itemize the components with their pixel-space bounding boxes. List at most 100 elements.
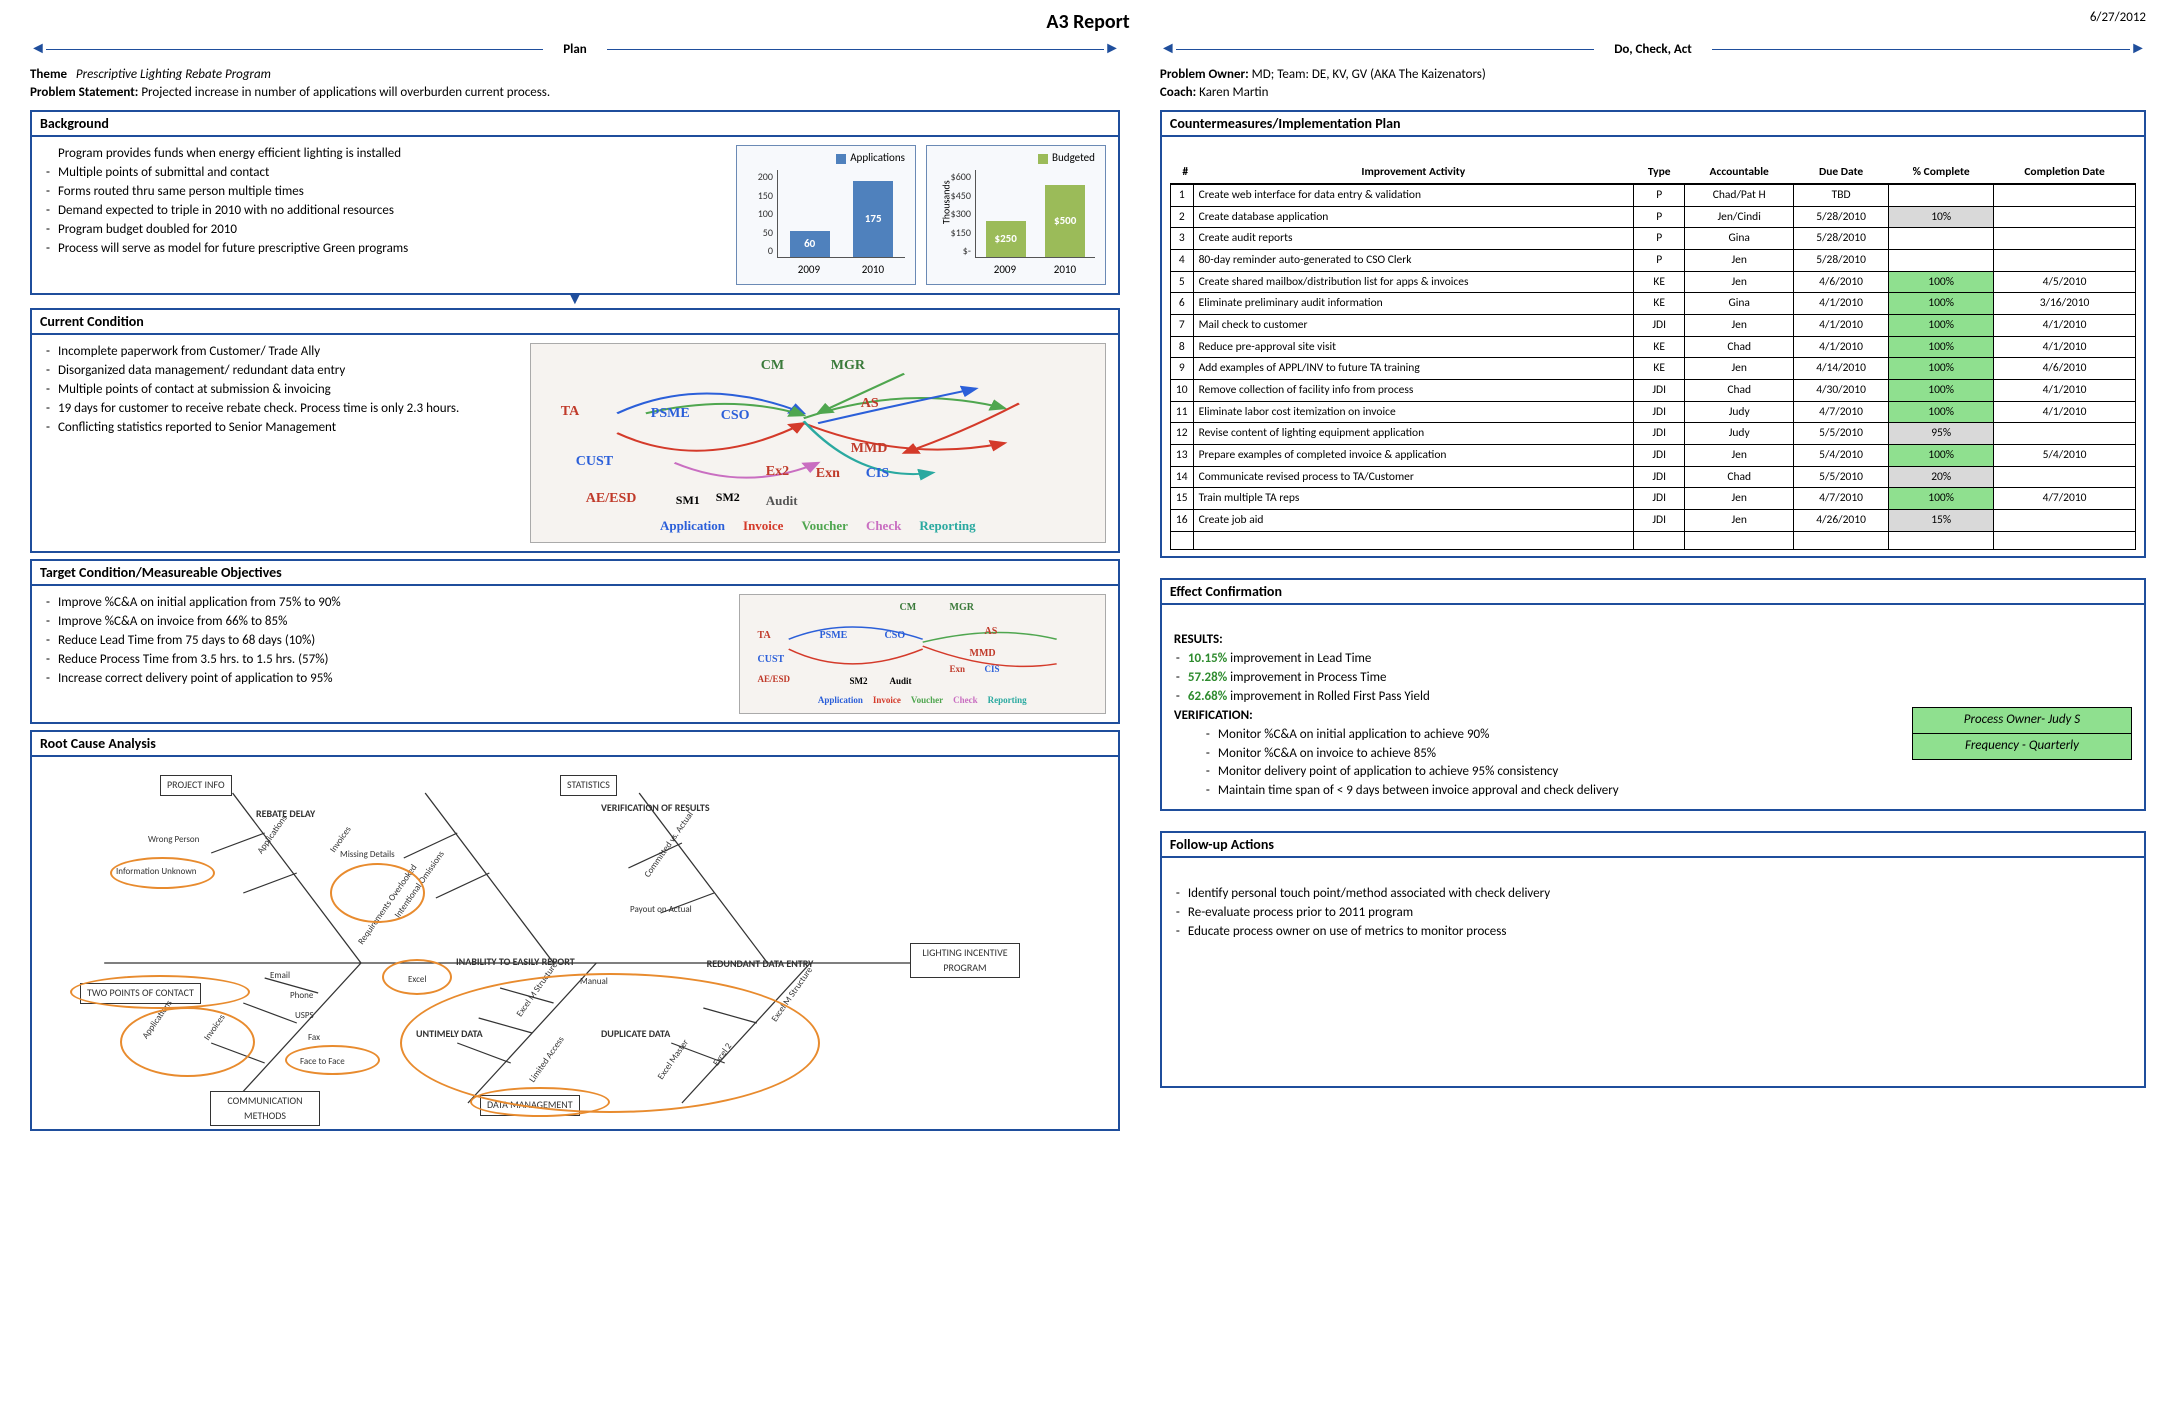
plan-body: #Improvement ActivityTypeAccountableDue … bbox=[1160, 137, 2146, 557]
chart-apps-legend: Applications bbox=[850, 151, 905, 164]
fishbone-diagram: PROJECT INFO STATISTICS REBATE DELAY VER… bbox=[40, 763, 1110, 1123]
legend-item: Invoice bbox=[873, 694, 901, 707]
list-item: Forms routed thru same person multiple t… bbox=[44, 183, 722, 202]
legend-item: Check bbox=[953, 694, 978, 707]
table-row: 12Revise content of lighting equipment a… bbox=[1170, 423, 2135, 445]
table-row: 5Create shared mailbox/distribution list… bbox=[1170, 271, 2135, 293]
fb-box: COMMUNICATION METHODS bbox=[210, 1091, 320, 1126]
sp-node: CIS bbox=[985, 663, 1000, 676]
list-item: Monitor %C&A on invoice to achieve 85% bbox=[1204, 745, 2132, 764]
highlight-circle bbox=[330, 863, 425, 923]
sp-node: MGR bbox=[831, 356, 865, 376]
list-item: 19 days for customer to receive rebate c… bbox=[44, 400, 514, 419]
legend-item: Check bbox=[866, 517, 901, 536]
list-item: Multiple points of submittal and contact bbox=[44, 164, 722, 183]
results-label: RESULTS: bbox=[1174, 631, 2132, 650]
spaghetti-diagram: CM MGR TA PSME CSO AS MMD CUST Ex2 Exn C… bbox=[530, 343, 1106, 543]
legend-item: Reporting bbox=[988, 694, 1027, 707]
table-row: 13Prepare examples of completed invoice … bbox=[1170, 444, 2135, 466]
fb-text: Missing Details bbox=[340, 848, 395, 861]
owner-value: MD; Team: DE, KV, GV (AKA The Kaizenator… bbox=[1252, 67, 1486, 82]
list-item: Increase correct delivery point of appli… bbox=[44, 670, 723, 689]
sp-node: CM bbox=[761, 356, 784, 376]
list-item: Improve %C&A on invoice from 66% to 85% bbox=[44, 613, 723, 632]
list-item: Monitor delivery point of application to… bbox=[1204, 763, 2132, 782]
highlight-circle bbox=[110, 857, 215, 889]
sp-node: Audit bbox=[766, 492, 798, 511]
owner-label: Problem Owner: bbox=[1160, 67, 1249, 82]
fb-label: VERIFICATION OF RESULTS bbox=[595, 799, 716, 818]
result-item: 57.28% improvement in Process Time bbox=[1174, 669, 2132, 688]
sp-node: CM bbox=[900, 601, 917, 616]
plan-heading: Countermeasures/Implementation Plan bbox=[1160, 110, 2146, 137]
page-title: A3 Report bbox=[1046, 10, 1129, 34]
table-row: 3Create audit reportsPGina5/28/2010 bbox=[1170, 228, 2135, 250]
result-item: 10.15% improvement in Lead Time bbox=[1174, 650, 2132, 669]
sp-node: CSO bbox=[885, 629, 906, 644]
target-body: Improve %C&A on initial application from… bbox=[30, 586, 1120, 724]
meta-left: Theme Prescriptive Lighting Rebate Progr… bbox=[30, 66, 1120, 102]
list-item: Monitor %C&A on initial application to a… bbox=[1204, 726, 2132, 745]
legend-item: Application bbox=[660, 517, 725, 536]
effect-heading: Effect Confirmation bbox=[1160, 578, 2146, 605]
highlight-circle bbox=[285, 1045, 380, 1075]
sp-node: Exn bbox=[950, 663, 966, 676]
sp-node: SM1 bbox=[676, 492, 700, 509]
fb-box: PROJECT INFO bbox=[160, 775, 232, 796]
list-item: Reduce Process Time from 3.5 hrs. to 1.5… bbox=[44, 651, 723, 670]
current-body: Incomplete paperwork from Customer/ Trad… bbox=[30, 335, 1120, 553]
sp-node: TA bbox=[758, 629, 771, 644]
highlight-circle bbox=[470, 1087, 610, 1117]
background-heading: Background bbox=[30, 110, 1120, 137]
sp-node: CIS bbox=[866, 464, 889, 484]
background-body: Program provides funds when energy effic… bbox=[30, 137, 1120, 295]
table-row: 1Create web interface for data entry & v… bbox=[1170, 184, 2135, 206]
list-item: Educate process owner on use of metrics … bbox=[1174, 923, 2132, 942]
highlight-circle bbox=[382, 959, 452, 995]
list-item: Multiple points of contact at submission… bbox=[44, 381, 514, 400]
sp-node: Exn bbox=[816, 464, 840, 484]
theme-value: Prescriptive Lighting Rebate Program bbox=[76, 67, 271, 82]
sp-node: AS bbox=[985, 625, 998, 640]
sp-node: SM2 bbox=[850, 675, 868, 688]
arrow-down-icon: ▼ bbox=[30, 293, 1120, 304]
phase-bar-plan: ◄ Plan ► bbox=[30, 40, 1120, 58]
chart-budget-legend: Budgeted bbox=[1052, 151, 1095, 164]
sp-node: CUST bbox=[576, 452, 613, 472]
legend-item: Invoice bbox=[743, 517, 783, 536]
sp-node: MMD bbox=[851, 439, 888, 459]
coach-value: Karen Martin bbox=[1199, 85, 1268, 100]
table-row: 2Create database applicationPJen/Cindi5/… bbox=[1170, 206, 2135, 228]
effect-body: RESULTS: 10.15% improvement in Lead Time… bbox=[1160, 605, 2146, 811]
rootcause-body: PROJECT INFO STATISTICS REBATE DELAY VER… bbox=[30, 757, 1120, 1131]
sp-node: CSO bbox=[721, 406, 750, 426]
fb-label: INABILITY TO EASILY REPORT bbox=[450, 953, 581, 972]
applications-chart: Applications 200150100500 60175 20092010 bbox=[736, 145, 916, 285]
list-item: Maintain time span of < 9 days between i… bbox=[1204, 782, 2132, 801]
spaghetti-small: CM MGR TA PSME CSO AS MMD CUST Exn CIS A… bbox=[739, 594, 1106, 714]
list-item: Re-evaluate process prior to 2011 progra… bbox=[1174, 904, 2132, 923]
table-row: 480-day reminder auto-generated to CSO C… bbox=[1170, 249, 2135, 271]
table-row: 16Create job aidJDIJen4/26/201015% bbox=[1170, 509, 2135, 531]
plan-table: #Improvement ActivityTypeAccountableDue … bbox=[1170, 162, 2136, 549]
sp-node: PSME bbox=[651, 404, 690, 424]
right-column: Problem Owner: MD; Team: DE, KV, GV (AKA… bbox=[1160, 66, 2146, 1131]
rootcause-heading: Root Cause Analysis bbox=[30, 730, 1120, 757]
list-item: Process will serve as model for future p… bbox=[44, 240, 722, 259]
current-heading: Current Condition bbox=[30, 308, 1120, 335]
coach-label: Coach: bbox=[1160, 85, 1196, 100]
followup-body: Identify personal touch point/method ass… bbox=[1160, 858, 2146, 1088]
list-item: Improve %C&A on initial application from… bbox=[44, 594, 723, 613]
phase-bar-dca: ◄ Do, Check, Act ► bbox=[1160, 40, 2146, 58]
sp-node: AE/ESD bbox=[758, 673, 791, 686]
table-row: 10Remove collection of facility info fro… bbox=[1170, 379, 2135, 401]
legend-item: Voucher bbox=[801, 517, 847, 536]
fb-text: Payout on Actual bbox=[630, 903, 692, 916]
ps-label: Problem Statement: bbox=[30, 85, 138, 100]
sp-node: PSME bbox=[820, 629, 848, 644]
table-row: 6Eliminate preliminary audit information… bbox=[1170, 293, 2135, 315]
theme-label: Theme bbox=[30, 67, 67, 82]
fb-text: Wrong Person bbox=[148, 833, 199, 846]
top-row: A3 Report 6/27/2012 bbox=[30, 10, 2146, 38]
list-item: Disorganized data management/ redundant … bbox=[44, 362, 514, 381]
